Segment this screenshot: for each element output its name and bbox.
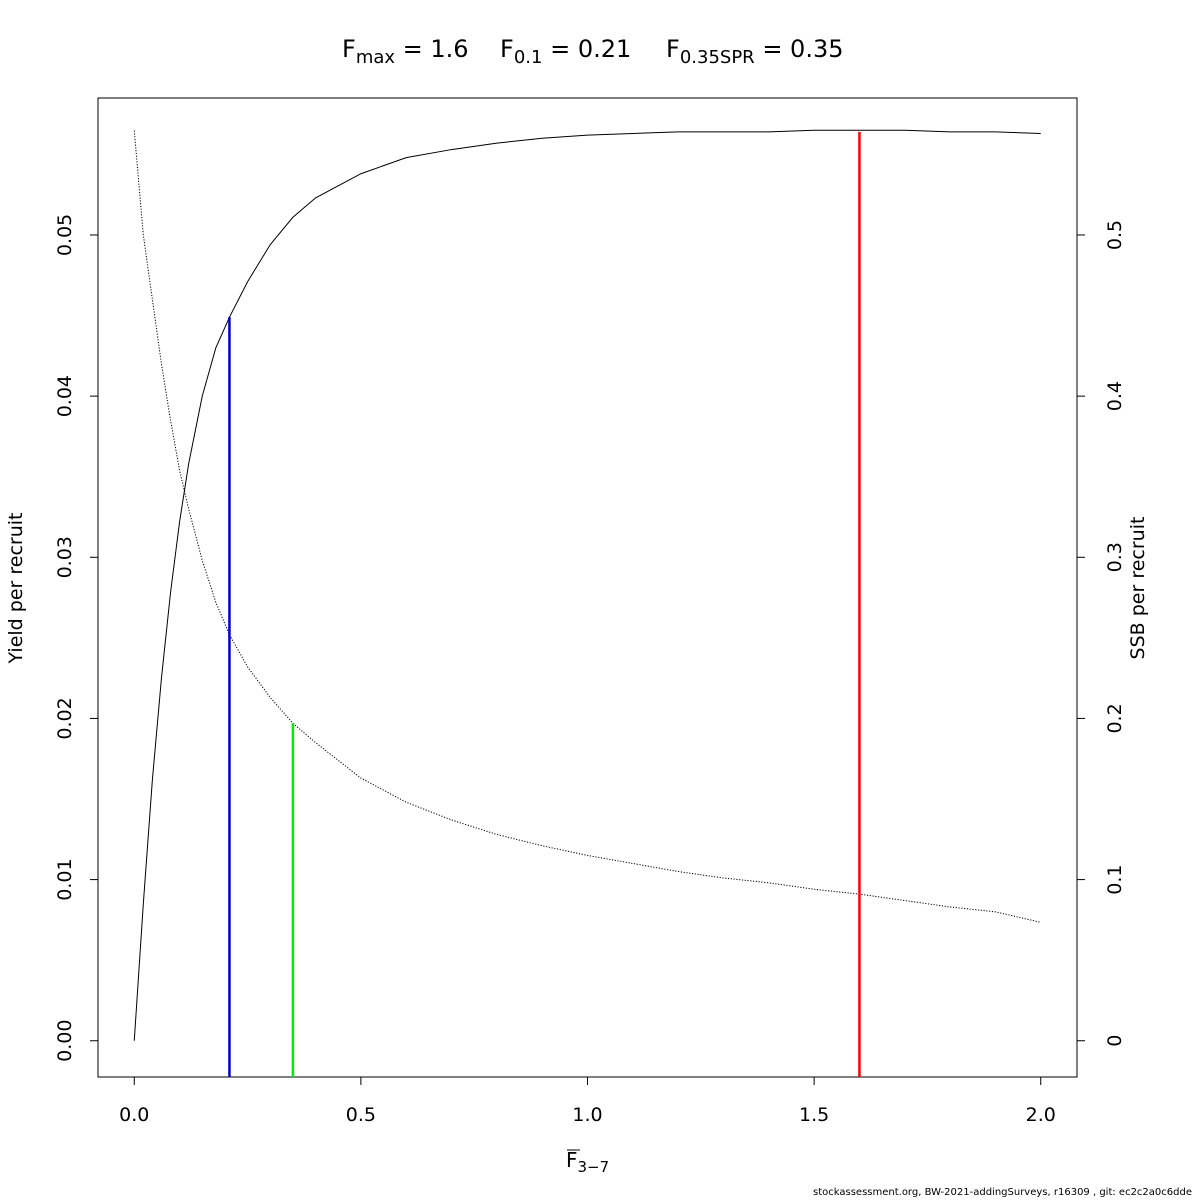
x-tick-label: 0.0 xyxy=(119,1104,149,1126)
ssb-per-recruit-curve xyxy=(133,130,1041,923)
x-axis-label-base: F xyxy=(566,1148,578,1172)
y-right-tick-label: 0.1 xyxy=(1104,864,1126,894)
footer-credit: stockassessment.org, BW-2021-addingSurve… xyxy=(813,1187,1192,1198)
y-left-tick-label: 0.05 xyxy=(54,214,76,256)
y-axis-left: 0.00 0.01 0.02 0.03 0.04 0.05 xyxy=(54,214,98,1062)
plot-frame xyxy=(97,97,1078,1078)
y-axis-left-label: Yield per recruit xyxy=(5,513,27,665)
f035spr-value: = 0.35 xyxy=(755,35,844,63)
fmax-base: F xyxy=(342,35,356,63)
y-left-tick-label: 0.04 xyxy=(54,375,76,417)
x-axis-label-sub: 3−7 xyxy=(578,1158,610,1176)
y-right-tick-label: 0.2 xyxy=(1104,703,1126,733)
y-axis-right-label: SSB per recruit xyxy=(1127,517,1149,660)
f01-sub: 0.1 xyxy=(514,47,543,68)
y-left-tick-label: 0.00 xyxy=(54,1020,76,1062)
y-right-tick-label: 0.5 xyxy=(1104,220,1126,250)
x-axis-label: F3−7 xyxy=(566,1148,609,1176)
series-layer xyxy=(133,129,1041,1041)
x-tick-label: 2.0 xyxy=(1026,1104,1056,1126)
chart-title-fmax: Fmax = 1.6 xyxy=(342,35,469,68)
reference-line-layer xyxy=(228,131,861,1077)
x-tick-label: 0.5 xyxy=(346,1104,376,1126)
y-right-tick-label: 0 xyxy=(1104,1035,1126,1047)
fmax-value: = 1.6 xyxy=(395,35,469,63)
y-right-tick-label: 0.3 xyxy=(1104,542,1126,572)
y-right-tick-label: 0.4 xyxy=(1104,381,1126,411)
x-tick-label: 1.5 xyxy=(799,1104,829,1126)
y-left-tick-label: 0.02 xyxy=(54,697,76,739)
x-axis: 0.0 0.5 1.0 1.5 2.0 xyxy=(119,1077,1056,1126)
y-left-tick-label: 0.03 xyxy=(54,536,76,578)
f035spr-base: F xyxy=(666,35,680,63)
fmax-sub: max xyxy=(356,47,396,68)
chart-title-f035spr: F0.35SPR = 0.35 xyxy=(666,35,844,68)
chart-title-f01: F0.1 = 0.21 xyxy=(500,35,631,68)
f035spr-sub: 0.35SPR xyxy=(680,47,755,68)
svg-text:F3−7: F3−7 xyxy=(566,1148,609,1176)
yield-per-recruit-curve xyxy=(133,129,1041,1041)
y-axis-right: 0 0.1 0.2 0.3 0.4 0.5 xyxy=(1077,220,1126,1047)
y-left-tick-label: 0.01 xyxy=(54,858,76,900)
f01-value: = 0.21 xyxy=(542,35,631,63)
f01-base: F xyxy=(500,35,514,63)
x-tick-label: 1.0 xyxy=(572,1104,602,1126)
